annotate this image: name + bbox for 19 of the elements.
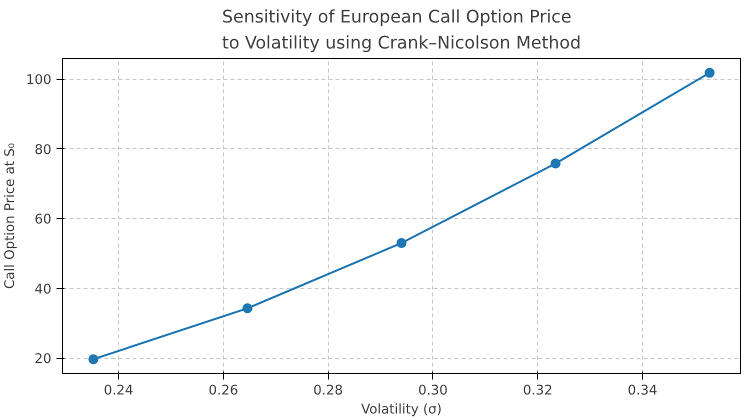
y-tick-label: 80 <box>34 142 52 158</box>
chart-title: Sensitivity of European Call Option Price to Volatility using Crank–Nicolson Method <box>222 8 581 54</box>
x-tick-label: 0.30 <box>418 384 448 398</box>
y-tick-label: 40 <box>34 282 52 298</box>
y-tick-label: 100 <box>26 73 52 88</box>
y-axis-title: Call Option Price at S₀ <box>3 142 18 290</box>
point <box>550 158 561 168</box>
x-tick-label: 0.32 <box>522 384 553 398</box>
x-tick-label: 0.28 <box>313 384 343 398</box>
y-tick-label: 60 <box>34 212 52 228</box>
point <box>396 238 406 248</box>
x-tick-label: 0.26 <box>208 384 238 398</box>
point <box>88 354 98 364</box>
x-tick-label: 0.34 <box>628 384 658 398</box>
x-axis-title: Volatility (σ) <box>361 402 442 418</box>
point <box>242 303 252 314</box>
point <box>704 68 715 78</box>
x-tick-label: 0.24 <box>104 384 134 398</box>
y-tick-label: 20 <box>34 352 52 368</box>
